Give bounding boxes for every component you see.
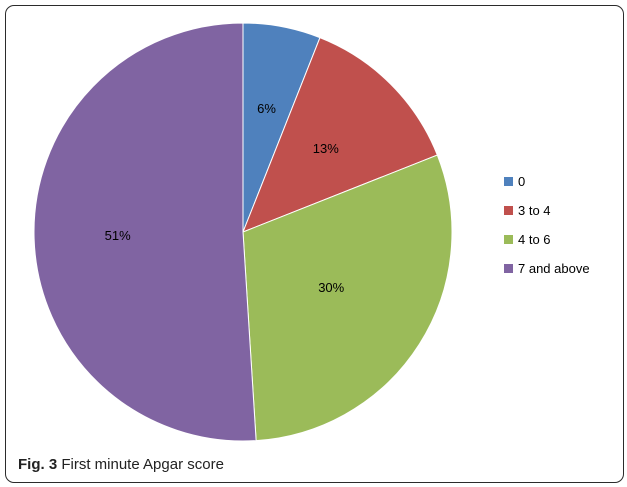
legend-label: 4 to 6 (518, 232, 551, 247)
slice-label: 6% (257, 101, 276, 116)
slice-label: 30% (318, 280, 344, 295)
caption-text: First minute Apgar score (61, 456, 224, 473)
pie-slice-labels: 6% 13% 30% 51% (105, 101, 345, 295)
legend-label: 7 and above (518, 261, 590, 276)
slice-label: 51% (105, 228, 131, 243)
pie-slice-7-and-above (33, 22, 257, 442)
legend-swatch (504, 264, 513, 273)
pie-slice-3-to-4 (242, 37, 438, 233)
legend-swatch (504, 206, 513, 215)
figure-caption: Fig. 3 First minute Apgar score (18, 456, 224, 473)
legend-label: 3 to 4 (518, 203, 551, 218)
legend-label: 0 (518, 174, 525, 189)
caption-prefix: Fig. 3 (18, 456, 58, 473)
legend-swatch (504, 177, 513, 186)
pie-slice-4-to-6 (242, 154, 453, 442)
legend-swatch (504, 235, 513, 244)
slice-label: 13% (313, 141, 339, 156)
legend: 0 3 to 4 4 to 6 7 and above (504, 174, 590, 276)
pie-slices (33, 22, 453, 442)
